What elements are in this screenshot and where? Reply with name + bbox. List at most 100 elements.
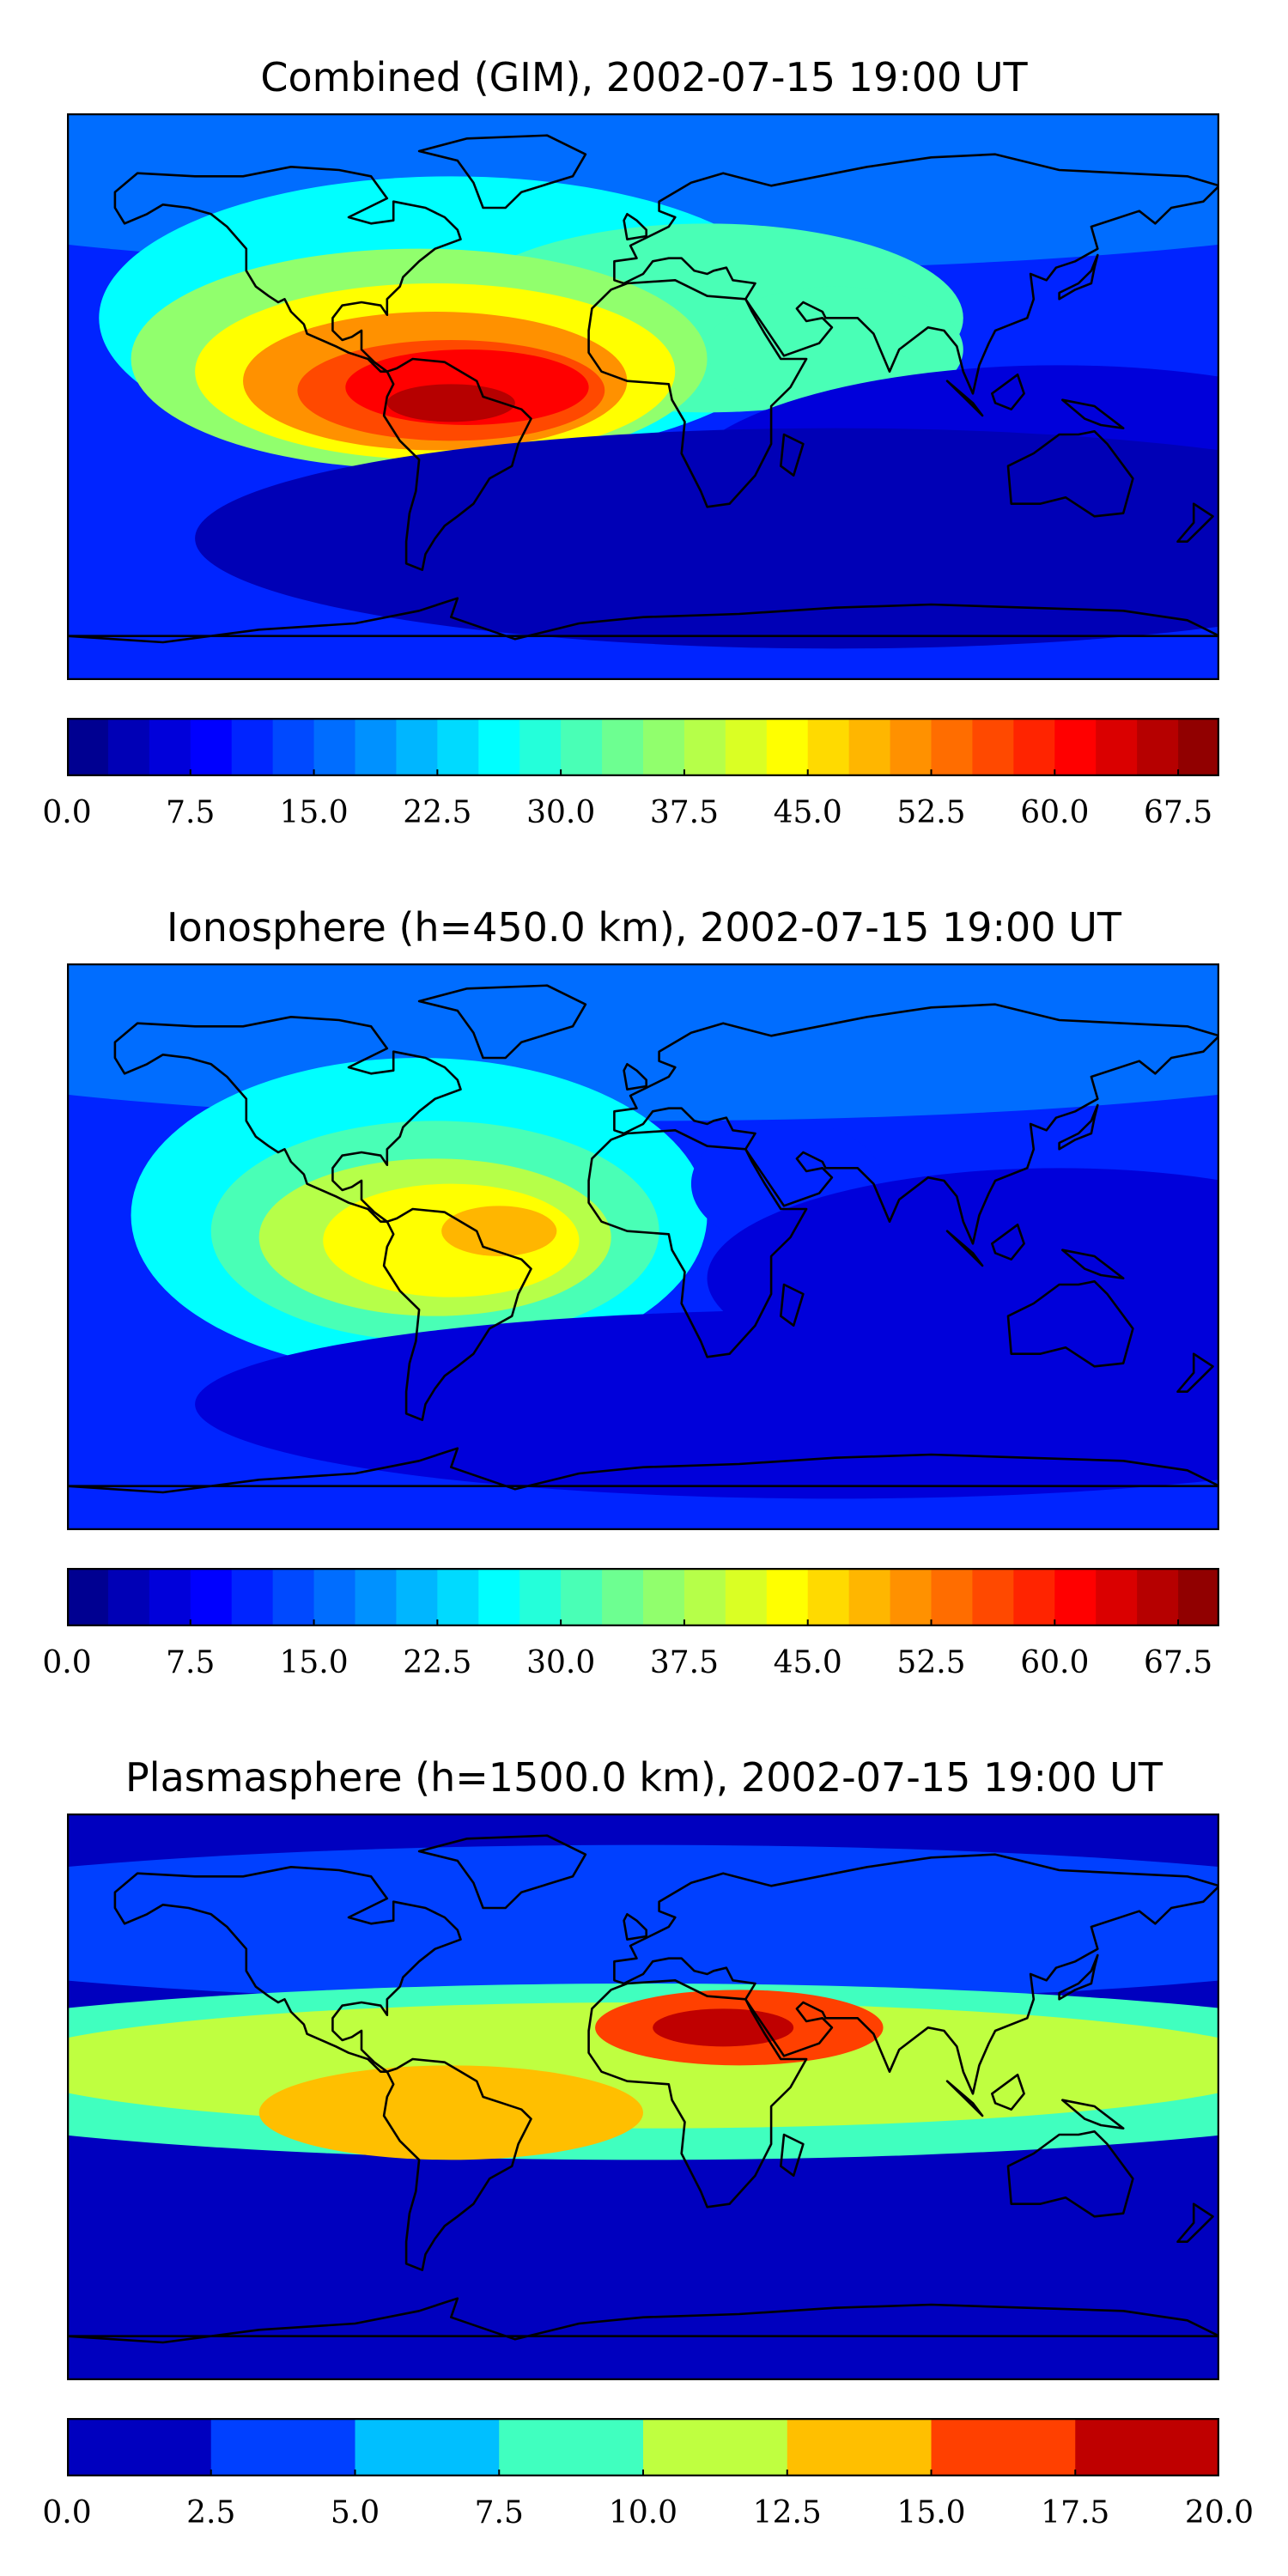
colorbar-segment: [107, 1568, 150, 1626]
ionosphere-colorbar: [67, 1568, 1219, 1626]
colorbar-tick-label: 17.5: [1041, 2495, 1110, 2530]
colorbar-tick-label: 2.5: [186, 2495, 236, 2530]
colorbar-segment: [602, 718, 644, 776]
colorbar-segment: [396, 718, 438, 776]
colorbar-tick-label: 45.0: [773, 1645, 842, 1680]
colorbar-tick-label: 0.0: [42, 795, 92, 830]
colorbar-segment: [848, 718, 891, 776]
colorbar-segment: [807, 718, 850, 776]
colorbar-frame: [67, 1568, 1219, 1626]
coastline-10: [991, 374, 1025, 410]
plasmasphere-field-contour-3: [258, 2065, 643, 2160]
coastline-5: [1006, 1280, 1134, 1368]
coastline-11: [945, 2080, 984, 2117]
combined-tec-map: [67, 113, 1219, 680]
colorbar-segment: [1013, 718, 1055, 776]
coastline-6: [67, 1447, 1219, 1494]
colorbar-segment: [1013, 1568, 1055, 1626]
colorbar-tick-label: 30.0: [526, 795, 596, 830]
colorbar-segment: [478, 1568, 520, 1626]
plasmasphere-colorbar-ticks: 0.0 2.5 5.0 7.5 10.0 12.5 15.0 17.5 20.0: [42, 2495, 1254, 2538]
combined-colorbar: [67, 718, 1219, 776]
colorbar-tick-label: 5.0: [330, 2495, 380, 2530]
colorbar-tick-label: 10.0: [608, 2495, 678, 2530]
coastline-7: [623, 1063, 647, 1091]
colorbar-segment: [643, 718, 685, 776]
ionosphere-map-title: Ionosphere (h=450.0 km), 2002-07-15 19:0…: [167, 904, 1121, 951]
coastline-5: [1006, 430, 1134, 518]
plasmasphere-field-contour-0: [67, 1844, 1219, 2002]
coastline-6: [67, 597, 1219, 644]
colorbar-segment: [931, 2418, 1076, 2476]
colorbar-tick-label: 45.0: [773, 795, 842, 830]
plasmasphere-field-contour-6: [67, 2191, 1219, 2318]
colorbar-segment: [1096, 1568, 1138, 1626]
ionosphere-field-contour-5: [441, 1206, 557, 1256]
colorbar-tick-label: 12.5: [752, 2495, 822, 2530]
colorbar-segment: [149, 1568, 191, 1626]
colorbar-segment: [355, 1568, 397, 1626]
coastline-4: [613, 1003, 1219, 1245]
plasmasphere-field: [67, 1844, 1219, 2318]
coastline-9: [1058, 1953, 1099, 2001]
coastline-2: [382, 1207, 532, 1421]
colorbar-segment: [231, 1568, 274, 1626]
combined-map-title: Combined (GIM), 2002-07-15 19:00 UT: [260, 54, 1028, 100]
map-frame: [67, 113, 1219, 680]
colorbar-segment: [972, 1568, 1014, 1626]
colorbar-tick-label: 22.5: [403, 1645, 472, 1680]
combined-colorbar-ticks: 0.0 7.5 15.0 22.5 30.0 37.5 45.0 52.5 60.0 67.5: [42, 795, 1219, 838]
colorbar-segment: [190, 1568, 233, 1626]
colorbar-segment: [1096, 718, 1138, 776]
colorbar-segment: [1137, 1568, 1179, 1626]
colorbar-segment: [766, 718, 809, 776]
coastline-11: [945, 380, 984, 417]
colorbar-segment: [231, 718, 274, 776]
colorbar-segment: [190, 718, 233, 776]
colorbar-tick-label: 60.0: [1020, 795, 1090, 830]
colorbar-segment: [437, 718, 479, 776]
coastline-10: [991, 1224, 1025, 1261]
coastline-12: [1061, 2099, 1125, 2129]
combined-field-contour-11: [195, 428, 1219, 649]
colorbar-tick-label: 15.0: [279, 795, 349, 830]
colorbar-segment: [149, 718, 191, 776]
colorbar-segment: [355, 2418, 500, 2476]
coastline-5: [1006, 2130, 1134, 2218]
colorbar-segment: [643, 2418, 788, 2476]
colorbar-frame: [67, 718, 1219, 776]
colorbar-tick-label: 7.5: [474, 2495, 524, 2530]
coastline-13: [1176, 1352, 1214, 1393]
colorbar-segment: [272, 1568, 315, 1626]
colorbar-tick-label: 37.5: [649, 1645, 719, 1680]
coastline-6: [67, 2297, 1219, 2344]
colorbar-segment: [313, 1568, 355, 1626]
colorbar-segment: [931, 718, 973, 776]
colorbar-segment: [1075, 2418, 1219, 2476]
coastline-3: [587, 1979, 808, 2208]
colorbar-tick-label: 67.5: [1143, 1645, 1213, 1680]
colorbar-segment: [931, 1568, 973, 1626]
colorbar-segment: [67, 718, 109, 776]
coastline-2: [382, 2057, 532, 2271]
coastline-1: [417, 984, 587, 1060]
colorbar-segment: [519, 1568, 562, 1626]
colorbar-segment: [499, 2418, 644, 2476]
colorbar-segment: [1054, 718, 1097, 776]
colorbar-segment: [272, 718, 315, 776]
ionosphere-colorbar-ticks: 0.0 7.5 15.0 22.5 30.0 37.5 45.0 52.5 60.0 67.5: [42, 1645, 1219, 1688]
coastline-outlines: [67, 134, 1219, 644]
map-frame: [67, 1814, 1219, 2380]
combined-field-contour-9: [386, 384, 515, 422]
coastline-9: [1058, 253, 1099, 301]
colorbar-segment: [355, 718, 397, 776]
colorbar-segment: [1178, 1568, 1219, 1626]
colorbar-segment: [807, 1568, 850, 1626]
colorbar-segment: [890, 1568, 932, 1626]
coastline-0: [113, 1866, 462, 2073]
colorbar-segment: [725, 718, 768, 776]
colorbar-tick-label: 67.5: [1143, 795, 1213, 830]
colorbar-tick-label: 52.5: [896, 1645, 966, 1680]
colorbar-segment: [848, 1568, 891, 1626]
colorbar-segment: [1137, 718, 1179, 776]
